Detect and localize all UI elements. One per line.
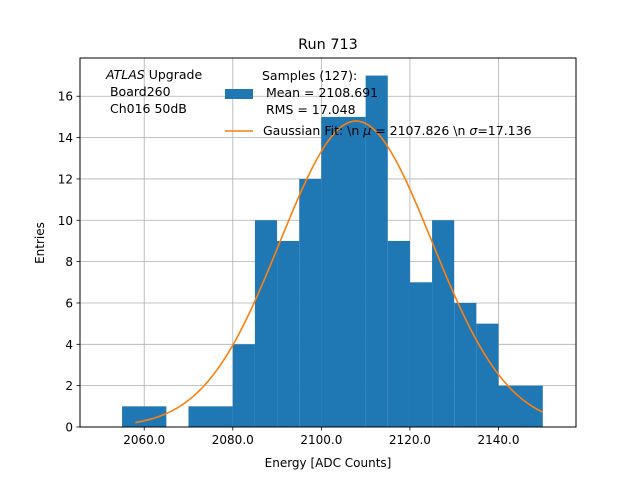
axes-frame [79, 57, 577, 428]
y-tick-label: 16 [58, 90, 73, 104]
y-tick-label: 0 [65, 421, 73, 435]
y-tick-label: 4 [65, 338, 73, 352]
legend-samples-line-2: Mean = 2108.691 [262, 85, 378, 100]
annotation-line-1: ATLAS Upgrade [105, 67, 202, 82]
histogram-bar [188, 406, 233, 427]
legend-samples-line-3: RMS = 17.048 [262, 102, 356, 117]
histogram-bar [299, 178, 322, 427]
legend-fit-mu-value: = 2107.826 \n [371, 123, 469, 138]
gaussian-fit-curve [135, 120, 544, 424]
histogram-bar [254, 220, 278, 427]
y-tick-label: 10 [58, 214, 73, 228]
legend-samples-swatch [225, 89, 253, 99]
x-axis-label: Energy [ADC Counts] [265, 456, 392, 470]
x-tick-label: 2120.0 [389, 433, 431, 447]
histogram-bar [432, 220, 455, 427]
histogram-bar [498, 385, 543, 427]
annotation-line-2: Board260 [106, 84, 171, 99]
legend-fit-prefix: Gaussian Fit: \n [263, 123, 363, 138]
y-tick-label: 6 [65, 296, 73, 310]
gaussian-fit-line [135, 120, 544, 424]
x-tick-label: 2080.0 [212, 433, 254, 447]
annotation-upgrade-word: Upgrade [145, 67, 203, 82]
legend: Samples (127): Mean = 2108.691 RMS = 17.… [225, 68, 532, 138]
x-tick-label: 2060.0 [123, 433, 165, 447]
annotation-line-3: Ch016 50dB [106, 101, 187, 116]
histogram-bar [321, 116, 366, 428]
x-tick-label: 2140.0 [478, 433, 520, 447]
histogram-bar [454, 302, 477, 427]
histogram-bar [232, 344, 255, 427]
histogram-bar [365, 75, 388, 428]
legend-fit-mu-symbol: μ [362, 123, 371, 138]
y-axis-ticks: 0 2 4 6 8 10 12 14 16 [58, 90, 80, 435]
y-tick-label: 2 [65, 379, 73, 393]
y-tick-label: 12 [58, 172, 73, 186]
legend-fit-sigma-symbol: σ [469, 123, 478, 138]
histogram-bar [122, 406, 167, 427]
legend-fit-label: Gaussian Fit: \n μ = 2107.826 \n σ=17.13… [263, 123, 532, 138]
legend-fit-sigma-value: =17.136 [477, 123, 531, 138]
atlas-annotation: ATLAS Upgrade Board260 Ch016 50dB [105, 67, 202, 116]
histogram-bar [476, 323, 499, 427]
chart-title: Run 713 [298, 37, 358, 53]
y-tick-label: 8 [65, 255, 73, 269]
x-axis-ticks: 2060.0 2080.0 2100.0 2120.0 2140.0 [123, 427, 520, 447]
histogram-bar [277, 240, 300, 427]
y-axis-label: Entries [33, 222, 47, 264]
histogram-bar [409, 282, 433, 427]
annotation-atlas-word: ATLAS [105, 67, 145, 82]
histogram-bar [387, 240, 410, 427]
x-tick-label: 2100.0 [300, 433, 342, 447]
legend-samples-line-1: Samples (127): [262, 68, 357, 83]
y-tick-label: 14 [58, 131, 73, 145]
